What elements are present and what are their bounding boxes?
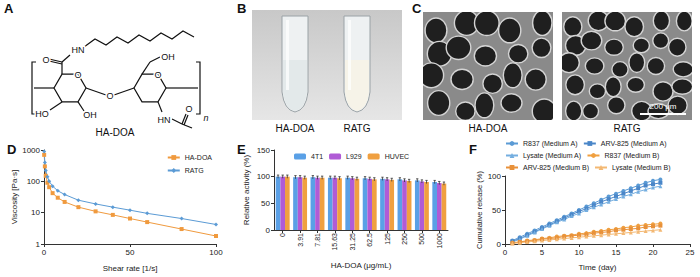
svg-text:0: 0 [497, 240, 502, 249]
svg-text:250: 250 [401, 233, 408, 245]
svg-text:50: 50 [492, 206, 501, 215]
svg-text:25: 25 [686, 248, 695, 257]
svg-text:Viscosity [Pa·s]: Viscosity [Pa·s] [10, 170, 19, 225]
svg-text:1: 1 [36, 240, 41, 249]
svg-text:1000: 1000 [436, 233, 443, 249]
svg-text:0: 0 [42, 248, 47, 257]
svg-text:C: C [412, 1, 422, 16]
svg-text:RATG: RATG [613, 123, 640, 134]
svg-text:4T1: 4T1 [311, 153, 323, 160]
svg-text:1000: 1000 [22, 146, 40, 155]
svg-text:100: 100 [257, 172, 271, 181]
svg-text:100: 100 [27, 177, 41, 186]
svg-text:RATG: RATG [185, 167, 204, 174]
svg-text:Relative activity (%): Relative activity (%) [242, 155, 251, 226]
svg-text:HA-DOA: HA-DOA [96, 127, 135, 138]
svg-text:Cumulative release (%): Cumulative release (%) [475, 171, 484, 249]
svg-text:15: 15 [612, 248, 621, 257]
svg-text:OH: OH [83, 110, 97, 120]
svg-text:O: O [74, 70, 81, 80]
svg-text:RATG: RATG [343, 123, 370, 134]
svg-text:ARV-825 (Medium B): ARV-825 (Medium B) [523, 164, 589, 172]
svg-text:Lysate (Medium A): Lysate (Medium A) [523, 152, 581, 160]
svg-text:Shear rate [1/s]: Shear rate [1/s] [103, 264, 158, 273]
svg-text:A: A [4, 1, 14, 16]
svg-text:62.5: 62.5 [366, 233, 373, 247]
svg-text:0: 0 [266, 226, 271, 235]
svg-text:Time (day): Time (day) [579, 263, 617, 272]
svg-text:D: D [7, 142, 16, 157]
svg-text:O: O [154, 70, 161, 80]
svg-text:HA-DOA (μg/mL): HA-DOA (μg/mL) [331, 261, 392, 270]
svg-text:50: 50 [126, 248, 135, 257]
svg-text:HN: HN [158, 115, 171, 125]
svg-text:L929: L929 [346, 153, 362, 160]
svg-text:100: 100 [488, 172, 502, 181]
svg-text:20: 20 [649, 248, 658, 257]
svg-text:O: O [106, 91, 113, 101]
svg-text:n: n [203, 113, 208, 123]
svg-text:HN: HN [72, 45, 85, 55]
svg-text:HO: HO [35, 109, 49, 119]
svg-text:R837 (Medium B): R837 (Medium B) [604, 152, 659, 160]
svg-text:200 μm: 200 μm [650, 102, 677, 111]
svg-text:3.91: 3.91 [297, 233, 304, 247]
svg-text:10: 10 [31, 208, 40, 217]
svg-text:HA-DOA: HA-DOA [469, 123, 508, 134]
svg-text:500: 500 [418, 233, 425, 245]
svg-text:HA-DOA: HA-DOA [276, 123, 315, 134]
svg-text:31.25: 31.25 [349, 233, 356, 251]
svg-text:ARV-825 (Medium A): ARV-825 (Medium A) [601, 140, 667, 148]
svg-text:0: 0 [279, 233, 286, 237]
svg-text:F: F [469, 142, 477, 157]
svg-text:100: 100 [209, 248, 223, 257]
svg-text:150: 150 [257, 146, 271, 155]
svg-text:0: 0 [503, 248, 508, 257]
svg-text:B: B [237, 1, 246, 16]
svg-text:E: E [237, 142, 246, 157]
svg-text:OH: OH [161, 52, 175, 62]
svg-text:125: 125 [384, 233, 391, 245]
svg-text:O: O [42, 55, 49, 65]
svg-text:5: 5 [540, 248, 545, 257]
svg-text:50: 50 [261, 199, 270, 208]
svg-text:7.81: 7.81 [314, 233, 321, 247]
svg-text:Lysate (Medium B): Lysate (Medium B) [612, 164, 670, 172]
svg-text:HUVEC: HUVEC [385, 153, 410, 160]
svg-text:15.63: 15.63 [331, 233, 338, 251]
svg-text:O: O [185, 104, 192, 114]
svg-text:10: 10 [575, 248, 584, 257]
svg-text:R837 (Medium A): R837 (Medium A) [523, 140, 577, 148]
svg-text:HA-DOA: HA-DOA [185, 154, 213, 161]
